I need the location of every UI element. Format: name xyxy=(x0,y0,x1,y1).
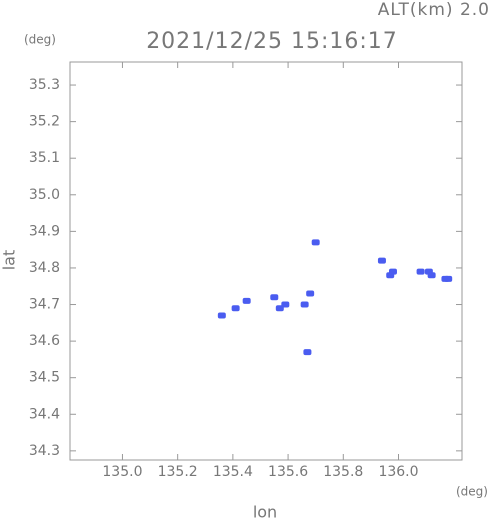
y-tick-label: 35.0 xyxy=(29,187,60,203)
echo-cell xyxy=(300,301,309,308)
x-axis-label: lon xyxy=(253,503,277,521)
x-tick-label: 135.4 xyxy=(213,464,253,480)
echo-cell xyxy=(231,305,240,312)
echo-cell xyxy=(311,239,320,246)
chart-title: 2021/12/25 15:16:17 xyxy=(146,29,398,54)
x-unit: (deg) xyxy=(456,485,488,499)
x-tick-label: 135.0 xyxy=(102,464,142,480)
echo-cell xyxy=(275,305,284,312)
echo-cell xyxy=(416,268,425,275)
y-tick-label: 34.5 xyxy=(29,370,60,386)
x-tick-label: 135.6 xyxy=(268,464,308,480)
echo-cell xyxy=(217,312,226,319)
y-tick-label: 35.2 xyxy=(29,114,60,130)
y-tick-label: 34.8 xyxy=(29,260,60,276)
y-unit: (deg) xyxy=(24,33,56,47)
x-tick-label: 136.0 xyxy=(378,464,418,480)
echo-cell xyxy=(242,297,251,304)
y-tick-label: 35.1 xyxy=(29,150,60,166)
y-tick-label: 34.3 xyxy=(29,443,60,459)
echo-cell xyxy=(427,272,436,279)
y-tick-label: 34.9 xyxy=(29,223,60,239)
y-axis-label: lat xyxy=(0,250,19,271)
echo-cell xyxy=(386,272,395,279)
echo-cell xyxy=(377,257,386,264)
y-tick-label: 34.7 xyxy=(29,297,60,313)
echo-cell xyxy=(270,294,279,301)
echo-cell xyxy=(306,290,315,297)
plot-frame xyxy=(69,61,463,461)
y-tick-label: 34.6 xyxy=(29,333,60,349)
y-tick-label: 34.4 xyxy=(29,406,60,422)
chart-subtitle: ALT(km) 2.0 xyxy=(378,0,490,20)
x-tick-label: 135.2 xyxy=(158,464,198,480)
x-tick-label: 135.8 xyxy=(323,464,363,480)
echo-cell xyxy=(303,349,312,356)
echo-cell xyxy=(444,275,453,282)
y-tick-label: 35.3 xyxy=(29,77,60,93)
